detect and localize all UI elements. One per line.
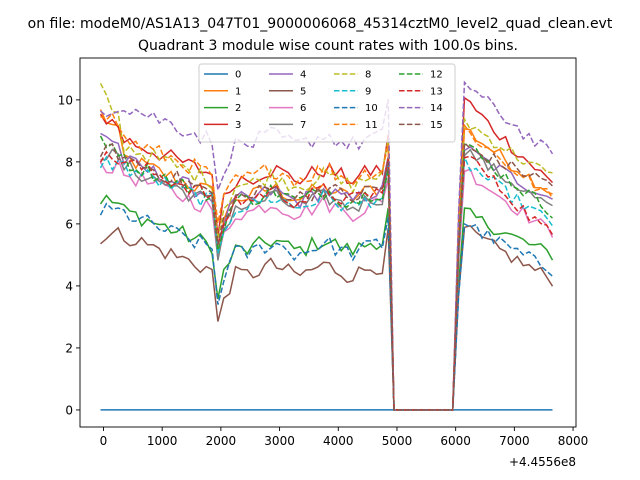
y-tick-label: 6 <box>65 217 73 231</box>
legend-label-12: 12 <box>430 70 443 81</box>
series-line-6 <box>99 157 554 411</box>
x-tick-label: 2000 <box>206 434 237 448</box>
legend-label-10: 10 <box>365 103 378 114</box>
figure-suptitle: on file: modeM0/AS1A13_047T01_9000006068… <box>28 16 613 32</box>
legend-label-3: 3 <box>235 120 241 131</box>
legend-box <box>198 63 456 143</box>
x-tick-label: 8000 <box>558 434 589 448</box>
x-tick-label: 3000 <box>264 434 295 448</box>
x-tick-label: 1000 <box>147 434 178 448</box>
series-line-2 <box>99 194 554 411</box>
x-tick-label: 0 <box>100 434 108 448</box>
y-tick-label: 10 <box>58 93 73 107</box>
x-axis-ticks: 0 1000 2000 3000 4000 5000 6000 7000 8000 <box>100 427 589 448</box>
x-tick-label: 6000 <box>440 434 471 448</box>
series-line-11 <box>100 112 554 411</box>
legend-label-14: 14 <box>430 103 443 114</box>
y-tick-label: 0 <box>65 403 73 417</box>
legend-label-0: 0 <box>235 70 241 81</box>
legend-label-8: 8 <box>365 70 371 81</box>
y-axis-ticks: 0 2 4 6 8 10 <box>58 93 80 417</box>
legend-label-4: 4 <box>300 70 306 81</box>
plot-lines <box>99 80 554 411</box>
x-axis-offset-label: +4.4556e8 <box>509 455 576 469</box>
legend-label-5: 5 <box>300 86 306 97</box>
series-line-7 <box>100 148 553 411</box>
x-tick-label: 7000 <box>499 434 530 448</box>
chart-title: Quadrant 3 module wise count rates with … <box>138 38 518 54</box>
legend-label-13: 13 <box>430 86 443 97</box>
legend-label-2: 2 <box>235 103 241 114</box>
legend-label-15: 15 <box>430 120 443 131</box>
y-tick-label: 4 <box>65 279 73 293</box>
series-line-5 <box>100 224 554 411</box>
y-tick-label: 8 <box>65 155 73 169</box>
legend-label-11: 11 <box>365 120 378 131</box>
series-line-8 <box>99 82 553 411</box>
legend-label-1: 1 <box>235 86 241 97</box>
x-tick-label: 5000 <box>382 434 413 448</box>
series-line-10 <box>99 202 553 411</box>
series-line-14 <box>99 80 554 411</box>
series-line-12 <box>99 135 553 411</box>
axes-frame <box>79 57 577 428</box>
legend-label-9: 9 <box>365 86 371 97</box>
series-line-9 <box>99 155 554 411</box>
y-tick-label: 2 <box>65 341 73 355</box>
legend-label-7: 7 <box>300 120 306 131</box>
x-tick-label: 4000 <box>323 434 354 448</box>
legend-label-6: 6 <box>300 103 306 114</box>
